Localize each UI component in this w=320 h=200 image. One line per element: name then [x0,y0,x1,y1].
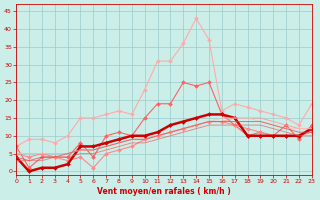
X-axis label: Vent moyen/en rafales ( km/h ): Vent moyen/en rafales ( km/h ) [97,187,231,196]
